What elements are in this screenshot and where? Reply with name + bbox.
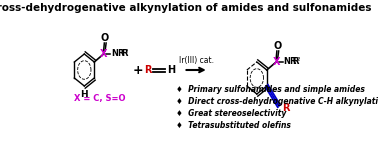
- Text: Cross-dehydrogenative alkynylation of amides and sulfonamides: Cross-dehydrogenative alkynylation of am…: [0, 3, 372, 13]
- Text: R: R: [144, 65, 152, 75]
- Text: NR: NR: [284, 57, 297, 66]
- Text: 2: 2: [124, 49, 128, 54]
- Text: 1: 1: [291, 57, 294, 62]
- Text: ♦  Primary sulfonamides and simple amides: ♦ Primary sulfonamides and simple amides: [176, 86, 365, 95]
- Text: R: R: [282, 103, 290, 113]
- Text: 1: 1: [119, 49, 122, 54]
- Text: R: R: [293, 57, 299, 66]
- Text: 2: 2: [296, 57, 300, 62]
- Text: +: +: [133, 63, 144, 77]
- Text: ♦  Direct cross-dehydrogenative C-H alkynylation: ♦ Direct cross-dehydrogenative C-H alkyn…: [176, 98, 378, 107]
- Text: X: X: [100, 49, 107, 59]
- Text: H: H: [167, 65, 175, 75]
- Text: H: H: [81, 90, 88, 99]
- Text: ♦  Tetrasubstituted olefins: ♦ Tetrasubstituted olefins: [176, 122, 291, 131]
- Text: X: X: [273, 57, 280, 67]
- Text: R: R: [121, 49, 127, 58]
- Text: ♦  Great stereoselectivity: ♦ Great stereoselectivity: [176, 110, 287, 119]
- Text: O: O: [101, 33, 109, 43]
- Text: NR: NR: [112, 49, 125, 58]
- Text: O: O: [273, 41, 282, 51]
- Text: X = C, S=O: X = C, S=O: [74, 94, 126, 103]
- Text: Ir(III) cat.: Ir(III) cat.: [178, 56, 214, 65]
